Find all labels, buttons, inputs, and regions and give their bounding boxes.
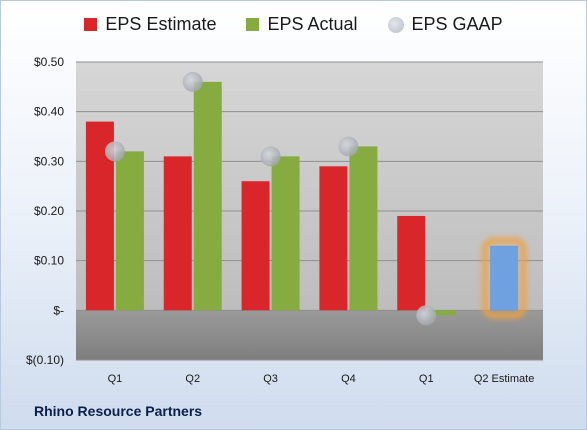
x-tick-label: Q1 xyxy=(108,373,123,385)
legend-swatch-gaap xyxy=(387,16,404,33)
y-tick-label: $0.40 xyxy=(34,105,64,119)
company-name: Rhino Resource Partners xyxy=(34,403,203,419)
dot-eps-gaap xyxy=(104,141,125,162)
legend-label-actual: EPS Actual xyxy=(267,14,358,34)
legend-label-gaap: EPS GAAP xyxy=(411,14,503,34)
legend-item-estimate: EPS Estimate xyxy=(84,14,216,35)
x-tick-label: Q3 xyxy=(263,373,278,385)
dot-eps-gaap xyxy=(416,305,437,326)
legend-swatch-estimate xyxy=(84,18,98,31)
chart-legend: EPS Estimate EPS Actual EPS GAAP xyxy=(0,14,587,35)
bar-eps-estimate xyxy=(397,215,426,311)
bar-eps-estimate xyxy=(163,156,192,311)
y-tick-label: $0.20 xyxy=(34,204,64,218)
bar-eps-actual xyxy=(115,151,144,311)
estimate-highlight xyxy=(482,237,527,319)
bar-eps-estimate xyxy=(241,181,270,311)
bar-eps-actual xyxy=(427,310,456,316)
x-tick-label: Q4 xyxy=(341,373,356,385)
legend-item-gaap: EPS GAAP xyxy=(387,14,503,35)
y-tick-label: $(0.10) xyxy=(26,353,64,367)
y-tick-label: $0.10 xyxy=(34,254,64,268)
x-tick-label: Q2 xyxy=(185,373,200,385)
y-tick-label: $0.50 xyxy=(34,55,64,69)
y-tick-label: $0.30 xyxy=(34,154,64,168)
x-tick-label: Q1 xyxy=(419,373,434,385)
x-tick-label: Q2 Estimate xyxy=(474,373,535,385)
plot-area-negative xyxy=(76,310,543,360)
legend-swatch-actual xyxy=(246,18,260,31)
bar-next-estimate xyxy=(490,245,519,311)
bar-eps-estimate xyxy=(319,166,348,311)
bar-eps-actual xyxy=(349,146,378,311)
dot-eps-gaap xyxy=(338,136,359,157)
dot-eps-gaap xyxy=(260,146,281,167)
bar-eps-actual xyxy=(271,156,300,311)
legend-label-estimate: EPS Estimate xyxy=(105,14,217,34)
dot-eps-gaap xyxy=(182,71,203,92)
legend-item-actual: EPS Actual xyxy=(246,14,358,35)
y-tick-label: $- xyxy=(53,303,64,317)
bar-eps-actual xyxy=(193,81,222,311)
plot-area xyxy=(76,62,543,311)
